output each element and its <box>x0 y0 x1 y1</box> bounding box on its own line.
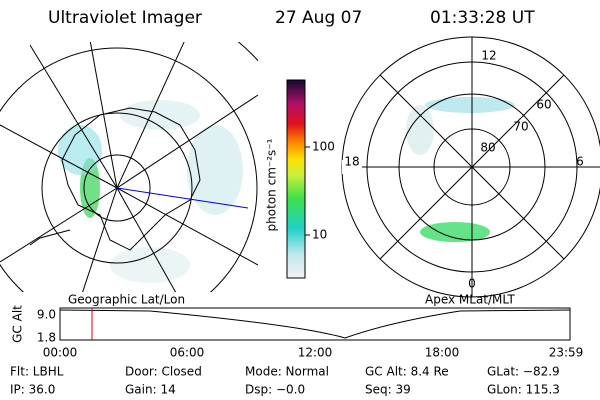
polar-map: 12 18 6 0 80 70 60 <box>341 36 600 298</box>
mlat-label: 80 <box>480 141 495 155</box>
altitude-plot <box>59 307 571 341</box>
x-tick-label: 23:59 <box>549 346 584 360</box>
info-field: Door: Closed <box>125 365 202 379</box>
info-field: Mode: Normal <box>245 365 329 379</box>
geo-map <box>0 42 258 292</box>
colorbar-tick: 10 <box>312 228 327 242</box>
mlat-label: 60 <box>536 98 551 112</box>
mlat-label: 70 <box>513 120 528 134</box>
date: 27 Aug 07 <box>275 8 362 28</box>
x-tick-label: 00:00 <box>43 346 78 360</box>
x-tick-label: 06:00 <box>170 346 205 360</box>
info-field: IP: 36.0 <box>10 383 55 397</box>
mlt-label: 6 <box>576 155 584 169</box>
map-label: Apex MLat/MLT <box>425 293 515 307</box>
mlt-label: 18 <box>344 155 359 169</box>
info-field: Flt: LBHL <box>10 365 64 379</box>
x-tick-label: 18:00 <box>425 346 460 360</box>
mlt-label: 0 <box>468 277 476 291</box>
colorbar-label: photon cm⁻²s⁻¹ <box>265 138 279 231</box>
y-tick-label: 9.0 <box>37 308 56 322</box>
title: Ultraviolet Imager <box>48 8 202 28</box>
colorbar <box>286 79 306 279</box>
info-field: GC Alt: 8.4 Re <box>365 365 449 379</box>
colorbar-tick: 100 <box>312 140 335 154</box>
x-tick-label: 12:00 <box>298 346 333 360</box>
info-field: GLat: −82.9 <box>487 365 560 379</box>
info-field: Gain: 14 <box>125 383 176 397</box>
info-field: Dsp: −0.0 <box>245 383 305 397</box>
altitude-curve <box>59 309 571 339</box>
y-axis-label: GC Alt <box>11 305 25 343</box>
info-field: GLon: 115.3 <box>487 383 560 397</box>
info-panel: Flt: LBHL Door: Closed Mode: Normal GC Alt:… <box>10 365 560 397</box>
info-field: Seq: 39 <box>365 383 411 397</box>
map-label: Geographic Lat/Lon <box>68 293 185 307</box>
mlt-label: 12 <box>481 49 496 63</box>
y-tick-label: 1.8 <box>37 331 56 345</box>
time: 01:33:28 UT <box>430 8 535 28</box>
